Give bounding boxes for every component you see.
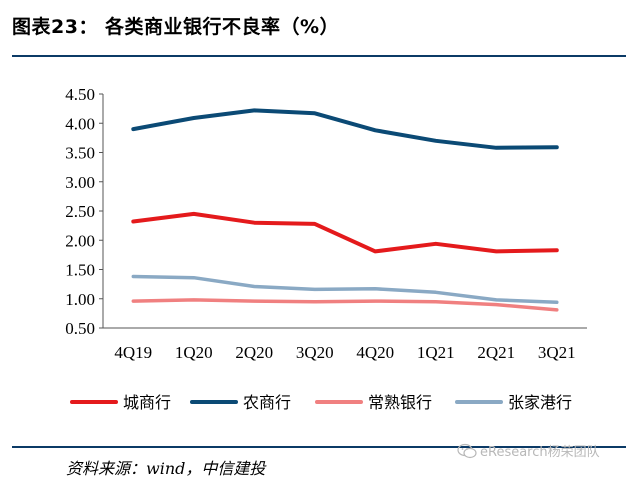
y-tick-label: 0.50 bbox=[65, 319, 95, 338]
legend-label: 常熟银行 bbox=[368, 393, 432, 412]
x-tick-label: 1Q21 bbox=[417, 343, 455, 362]
wechat-icon bbox=[457, 443, 477, 458]
x-tick-label: 4Q20 bbox=[356, 343, 394, 362]
watermark: eResearch杨荣团队 bbox=[457, 441, 600, 460]
x-tick-label: 2Q21 bbox=[477, 343, 515, 362]
line-chart: 4.50 4.00 3.50 3.00 2.50 2.00 1.50 1.00 0.50 4Q19… bbox=[65, 85, 587, 412]
legend-label: 农商行 bbox=[243, 393, 291, 412]
chart-axes: 4.50 4.00 3.50 3.00 2.50 2.00 1.50 1.00 0.50 4Q19… bbox=[65, 85, 587, 362]
x-tick-label: 4Q19 bbox=[114, 343, 152, 362]
source-note: 资料来源：wind，中信建投 bbox=[66, 459, 266, 478]
y-tick-label: 4.00 bbox=[65, 114, 95, 133]
title-divider bbox=[12, 55, 626, 57]
legend-label: 城商行 bbox=[123, 393, 171, 412]
x-tick-label: 3Q21 bbox=[538, 343, 576, 362]
chart-legend: 城商行 农商行 常熟银行 张家港行 bbox=[70, 393, 572, 412]
y-tick-label: 2.50 bbox=[65, 202, 95, 221]
y-tick-label: 3.50 bbox=[65, 144, 95, 163]
watermark-text: eResearch杨荣团队 bbox=[480, 445, 600, 460]
series-line-3 bbox=[131, 298, 559, 312]
page-title: 图表23： 各类商业银行不良率（%） bbox=[12, 16, 340, 38]
legend-label: 张家港行 bbox=[508, 393, 572, 412]
footer-divider bbox=[12, 446, 626, 448]
y-tick-label: 1.50 bbox=[65, 261, 95, 280]
y-tick-label: 1.00 bbox=[65, 290, 95, 309]
y-tick-label: 4.50 bbox=[65, 85, 95, 104]
series-line-4 bbox=[131, 274, 559, 305]
series-line-2 bbox=[131, 108, 559, 150]
x-tick-label: 3Q20 bbox=[296, 343, 334, 362]
series-line-1 bbox=[131, 211, 559, 254]
y-tick-label: 3.00 bbox=[65, 173, 95, 192]
y-tick-label: 2.00 bbox=[65, 231, 95, 250]
chart-series bbox=[131, 108, 559, 312]
x-tick-label: 1Q20 bbox=[175, 343, 213, 362]
x-tick-label: 2Q20 bbox=[235, 343, 273, 362]
